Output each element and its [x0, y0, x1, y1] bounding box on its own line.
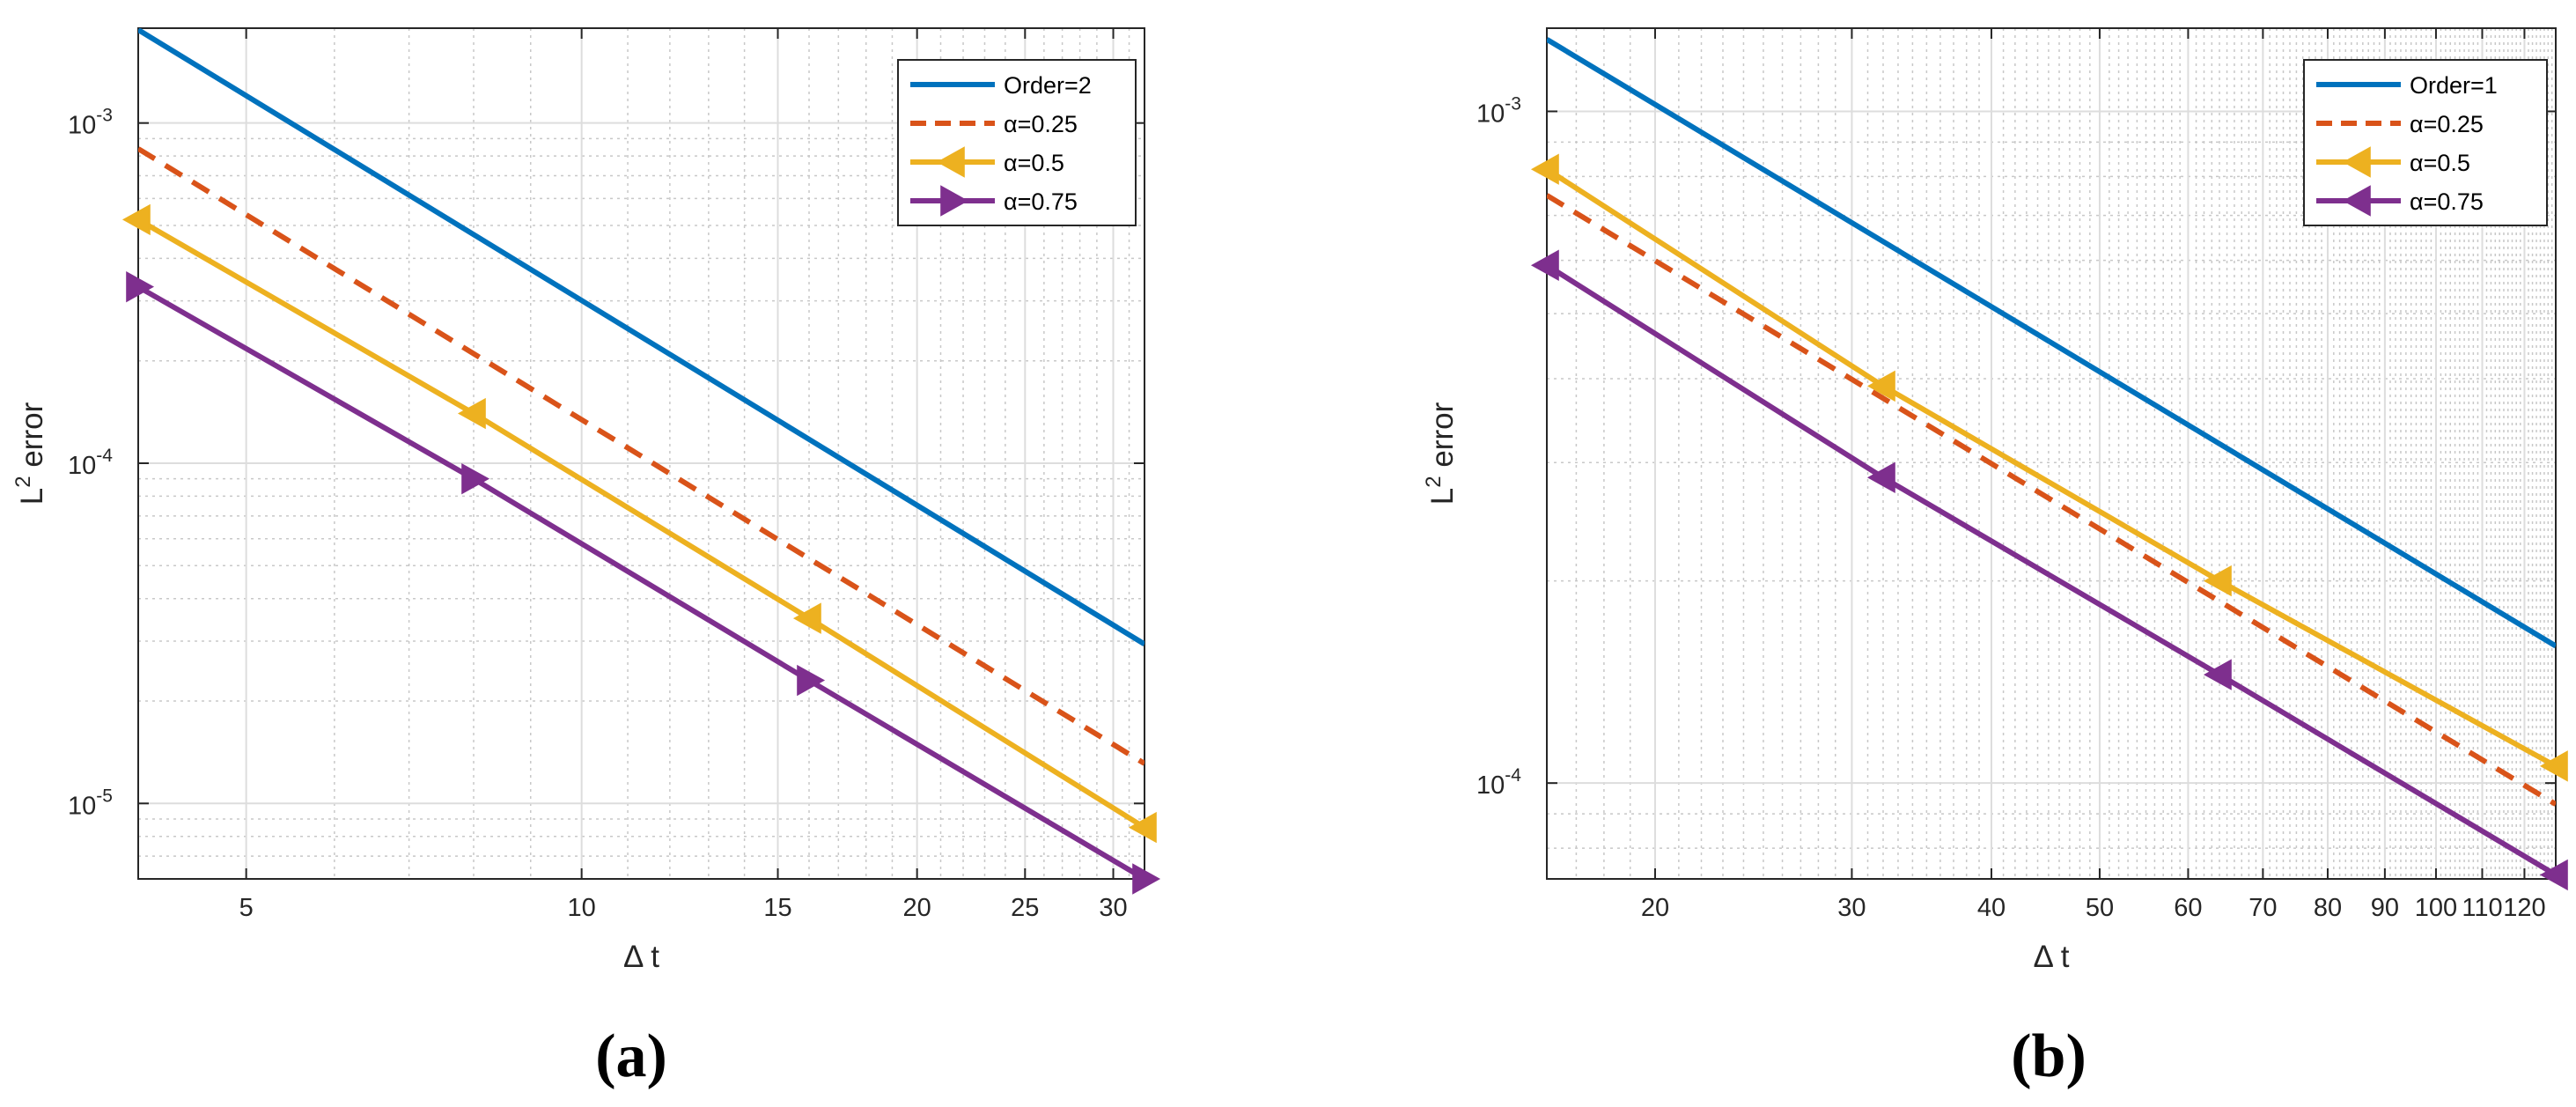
- x-tick-label: 60: [2174, 894, 2202, 922]
- x-axis-label: Δ t: [623, 940, 659, 974]
- x-tick-label: 15: [763, 894, 791, 922]
- data-marker: [121, 203, 151, 236]
- data-marker: [2539, 859, 2568, 891]
- x-tick-label: 70: [2248, 894, 2277, 922]
- data-marker: [940, 185, 969, 217]
- series-markers: [126, 270, 1161, 895]
- data-marker: [1530, 249, 1559, 281]
- x-tick-label: 25: [1011, 894, 1039, 922]
- x-tick-label: 5: [239, 894, 254, 922]
- data-marker: [457, 397, 486, 430]
- x-tick-label: 20: [1641, 894, 1669, 922]
- data-marker: [461, 462, 490, 495]
- chart-panel-b: 20 30 40 50 60 70 80 90 100 110 120 10-4 10-3 Δ t L2 e…: [1422, 27, 2568, 1090]
- data-marker: [1132, 863, 1161, 895]
- x-tick-label: 120: [2503, 894, 2545, 922]
- legend-entry: α=0.5: [1004, 150, 1064, 176]
- data-marker: [2342, 185, 2371, 217]
- legend-entry: α=0.75: [1004, 188, 1078, 215]
- series-2: [138, 146, 1144, 766]
- data-marker: [1866, 461, 1895, 493]
- data-marker: [2539, 750, 2568, 782]
- x-tick-label: 50: [2086, 894, 2114, 922]
- axes-box: [137, 27, 1145, 880]
- x-tick-label: 90: [2371, 894, 2399, 922]
- series-line: [1547, 193, 2556, 807]
- y-axis-label: L2 error: [11, 402, 49, 505]
- x-tick-label: 30: [1099, 894, 1127, 922]
- x-tick-label: 110: [2462, 894, 2502, 922]
- x-tick-label: 30: [1837, 894, 1866, 922]
- legend: Order=2 α=0.25 α=0.5 α=0.75: [897, 59, 1137, 226]
- x-tick-label: 40: [1977, 894, 2006, 922]
- y-axis-label: L2 error: [1422, 402, 1460, 505]
- series-1: [1547, 37, 2556, 649]
- panel-caption: (a): [595, 1022, 667, 1090]
- y-tick-label: 10-3: [68, 106, 113, 140]
- series-markers: [1530, 153, 2568, 782]
- legend-entry: α=0.5: [2410, 150, 2470, 176]
- x-tick-label: 80: [2314, 894, 2342, 922]
- data-marker: [797, 664, 826, 697]
- x-axis-label: Δ t: [2034, 940, 2070, 974]
- legend: Order=1 α=0.25 α=0.5 α=0.75: [2303, 59, 2548, 226]
- legend-entry: Order=1: [2410, 72, 2498, 99]
- axes-box: [1546, 27, 2557, 880]
- series-markers: [1530, 249, 2568, 891]
- data-marker: [126, 270, 155, 303]
- series-3: [1547, 166, 2556, 769]
- legend-entry: α=0.75: [2410, 188, 2484, 215]
- series-line: [1547, 262, 2556, 877]
- series-markers: [121, 203, 1157, 844]
- legend-box: [897, 59, 1137, 226]
- series-3: [138, 217, 1144, 830]
- legend-box: [2303, 59, 2548, 226]
- legend-entry: α=0.25: [1004, 111, 1078, 137]
- x-tick-label: 100: [2415, 894, 2457, 922]
- series-line: [138, 217, 1144, 830]
- x-tick-label: 20: [903, 894, 931, 922]
- legend-entry: Order=2: [1004, 72, 1092, 99]
- data-marker: [2203, 565, 2232, 597]
- data-marker: [936, 146, 965, 178]
- series-line: [138, 284, 1144, 879]
- y-tick-label: 10-4: [68, 446, 113, 480]
- x-tick-label: 10: [568, 894, 596, 922]
- data-marker: [1128, 811, 1157, 844]
- series-4: [1547, 262, 2556, 877]
- data-marker: [1866, 370, 1895, 402]
- series-line: [138, 146, 1144, 766]
- series-1: [138, 28, 1144, 646]
- chart-panel-a: 5 10 15 20 25 30 10-5 10-4 10-3 Δ t L2 error Order=…: [11, 27, 1161, 1090]
- panel-caption: (b): [2011, 1022, 2087, 1090]
- series-line: [1547, 166, 2556, 769]
- y-tick-label: 10-4: [1476, 765, 1521, 800]
- data-marker: [2203, 659, 2232, 690]
- y-tick-label: 10-5: [68, 786, 113, 820]
- data-marker: [1530, 153, 1559, 185]
- y-tick-label: 10-3: [1476, 93, 1521, 128]
- series-2: [1547, 193, 2556, 807]
- series-4: [138, 284, 1144, 879]
- data-marker: [792, 602, 821, 634]
- series-line: [138, 28, 1144, 646]
- series-line: [1547, 37, 2556, 649]
- data-marker: [2342, 146, 2371, 178]
- legend-entry: α=0.25: [2410, 111, 2484, 137]
